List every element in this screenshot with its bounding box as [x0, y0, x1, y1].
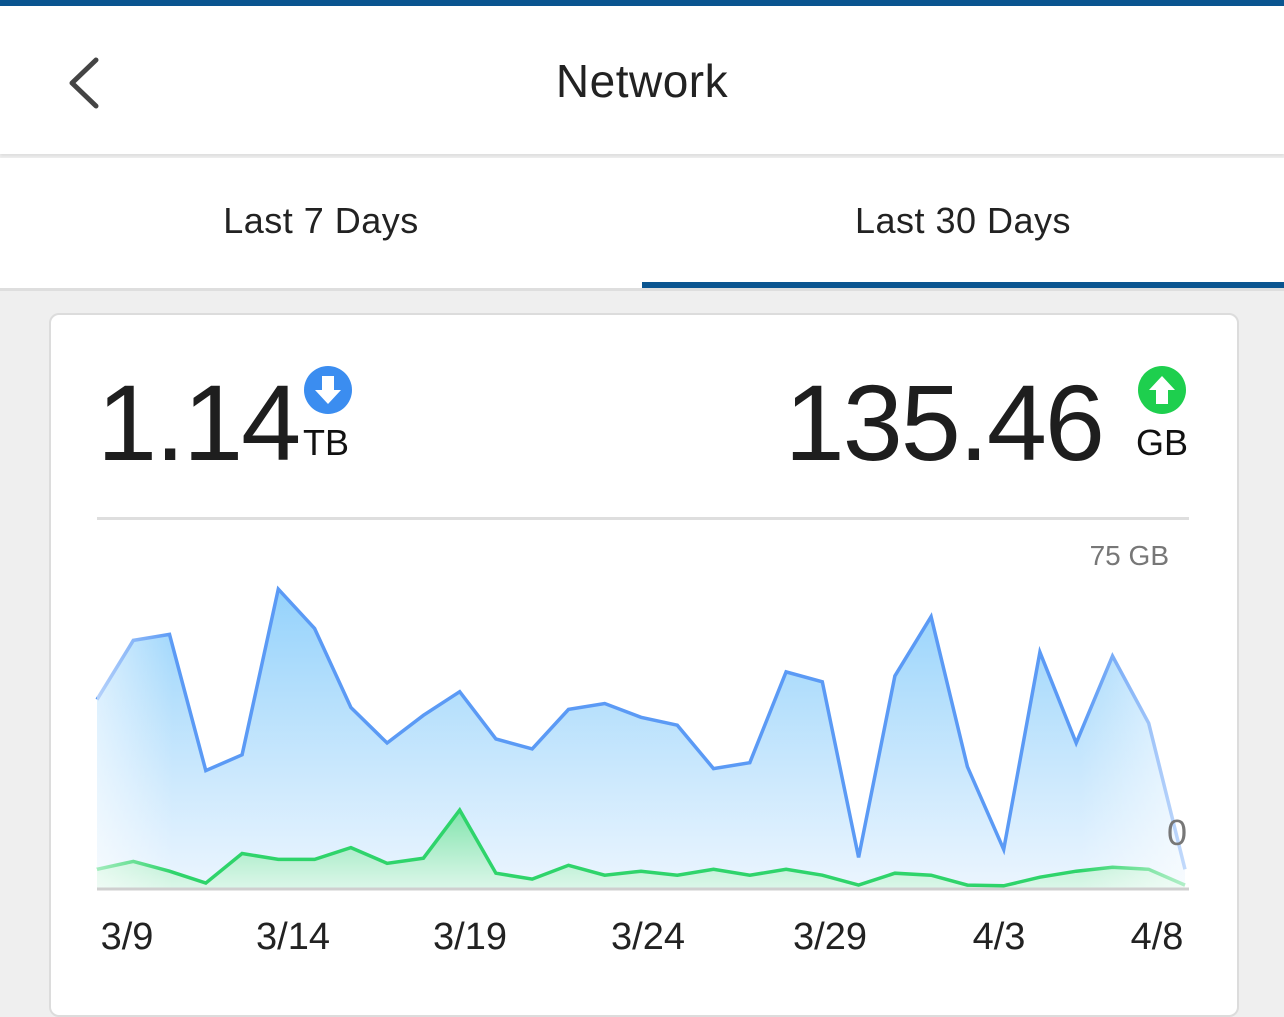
x-tick-label: 3/29	[793, 916, 867, 958]
download-total-unit: TB	[303, 422, 350, 463]
download-arrow-icon	[304, 366, 352, 414]
period-tabs: Last 7 Days Last 30 Days	[0, 158, 1284, 291]
upload-total-unit: GB	[1136, 422, 1189, 463]
x-tick-label: 4/3	[973, 916, 1026, 958]
back-button[interactable]	[56, 50, 116, 116]
network-usage-chart: 75 GB 0 3/9 3/14 3/19 3/24 3/29 4/3 4/8	[95, 540, 1189, 958]
y-axis-max-label: 75 GB	[1090, 540, 1169, 571]
x-tick-label: 3/14	[256, 916, 330, 958]
x-tick-label: 3/9	[101, 916, 154, 958]
x-tick-label: 3/24	[611, 916, 685, 958]
upload-total-value: 135.46	[784, 362, 1105, 483]
page-title: Network	[555, 55, 729, 107]
download-total-value: 1.14	[97, 362, 301, 483]
tab-last-7-days[interactable]: Last 7 Days	[223, 200, 419, 241]
top-accent-bar	[0, 0, 1284, 6]
upload-arrow-icon	[1138, 366, 1186, 414]
card-divider	[97, 517, 1189, 520]
app-header: Network	[0, 6, 1284, 154]
network-usage-card: 1.14 TB 135.46 GB	[49, 313, 1239, 1017]
chevron-left-icon	[69, 57, 99, 109]
x-tick-label: 4/8	[1131, 916, 1184, 958]
active-tab-indicator	[642, 282, 1284, 288]
x-tick-label: 3/19	[433, 916, 507, 958]
chart-edge-fade	[97, 555, 1189, 895]
tab-last-30-days[interactable]: Last 30 Days	[854, 200, 1072, 241]
y-axis-min-label: 0	[1167, 812, 1187, 853]
